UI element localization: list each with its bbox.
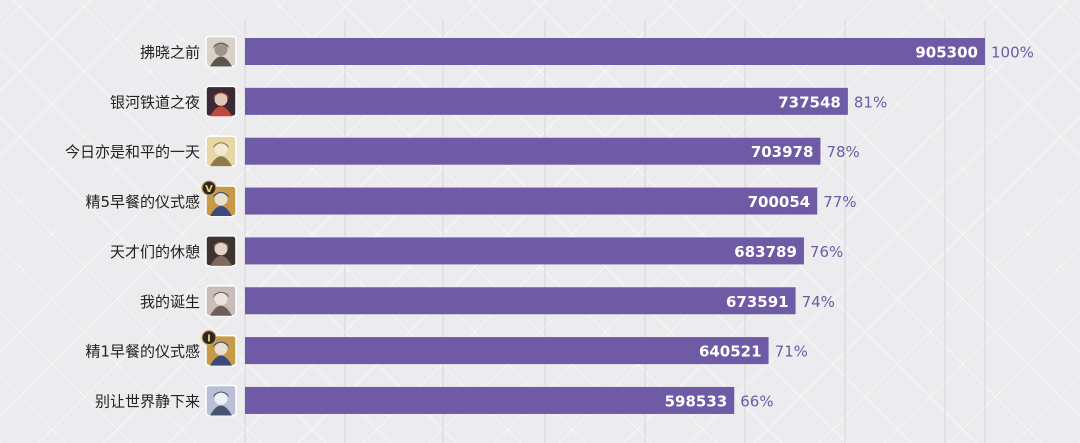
category-label: 精5早餐的仪式感	[85, 193, 200, 211]
bar	[245, 187, 818, 215]
bar-value-label: 905300	[915, 44, 978, 62]
bar-percent-label: 76%	[810, 243, 843, 261]
character-portrait-with-superimposition-1-badge-icon: I	[201, 330, 237, 367]
bar-percent-label: 66%	[740, 392, 773, 410]
character-portrait-icon	[205, 384, 237, 417]
superimposition-badge: I	[201, 330, 217, 346]
bar-percent-label: 77%	[823, 193, 856, 211]
bar-percent-label: 81%	[854, 93, 887, 111]
character-portrait-icon	[205, 35, 237, 68]
badge-label: I	[207, 334, 211, 345]
bar	[245, 337, 769, 365]
bar-percent-label: 100%	[991, 44, 1034, 62]
category-label: 银河铁道之夜	[110, 93, 200, 111]
bar-value-label: 703978	[751, 143, 814, 161]
character-portrait-icon	[205, 135, 237, 167]
category-labels: 拂晓之前银河铁道之夜今日亦是和平的一天精5早餐的仪式感天才们的休憩我的诞生精1早…	[65, 44, 200, 411]
bar-value-label: 598533	[665, 392, 728, 410]
character-portrait-icon	[205, 235, 237, 267]
grid-lines	[244, 20, 986, 443]
bar-percent-label: 78%	[826, 143, 859, 161]
bar-value-label: 683789	[734, 243, 797, 261]
bar	[245, 137, 821, 165]
bar-value-label: 640521	[699, 343, 762, 361]
bar	[245, 287, 796, 315]
bar	[245, 38, 985, 65]
character-portrait-icon	[205, 285, 237, 317]
bar	[245, 386, 735, 414]
category-label: 精1早餐的仪式感	[85, 343, 200, 361]
bar-value-label: 737548	[778, 93, 841, 111]
bar	[245, 237, 804, 265]
bar	[245, 87, 848, 115]
character-portrait-icon	[205, 85, 237, 118]
category-icons: VI	[201, 35, 237, 417]
badge-label: V	[205, 184, 213, 195]
category-label: 别让世界静下来	[95, 392, 200, 410]
bar-percent-label: 74%	[802, 293, 835, 311]
bar-percent-label: 71%	[775, 343, 808, 361]
bars: 905300 100% 737548 81% 703978 78% 700054 77% 683…	[245, 38, 1034, 414]
bar-value-label: 700054	[748, 193, 811, 211]
category-label: 今日亦是和平的一天	[65, 143, 200, 161]
bar-value-label: 673591	[726, 293, 789, 311]
category-label: 拂晓之前	[140, 44, 200, 62]
category-label: 我的诞生	[140, 293, 200, 311]
superimposition-badge: V	[201, 180, 217, 196]
character-portrait-with-superimposition-5-badge-icon: V	[201, 180, 237, 217]
category-label: 天才们的休憩	[110, 243, 200, 261]
